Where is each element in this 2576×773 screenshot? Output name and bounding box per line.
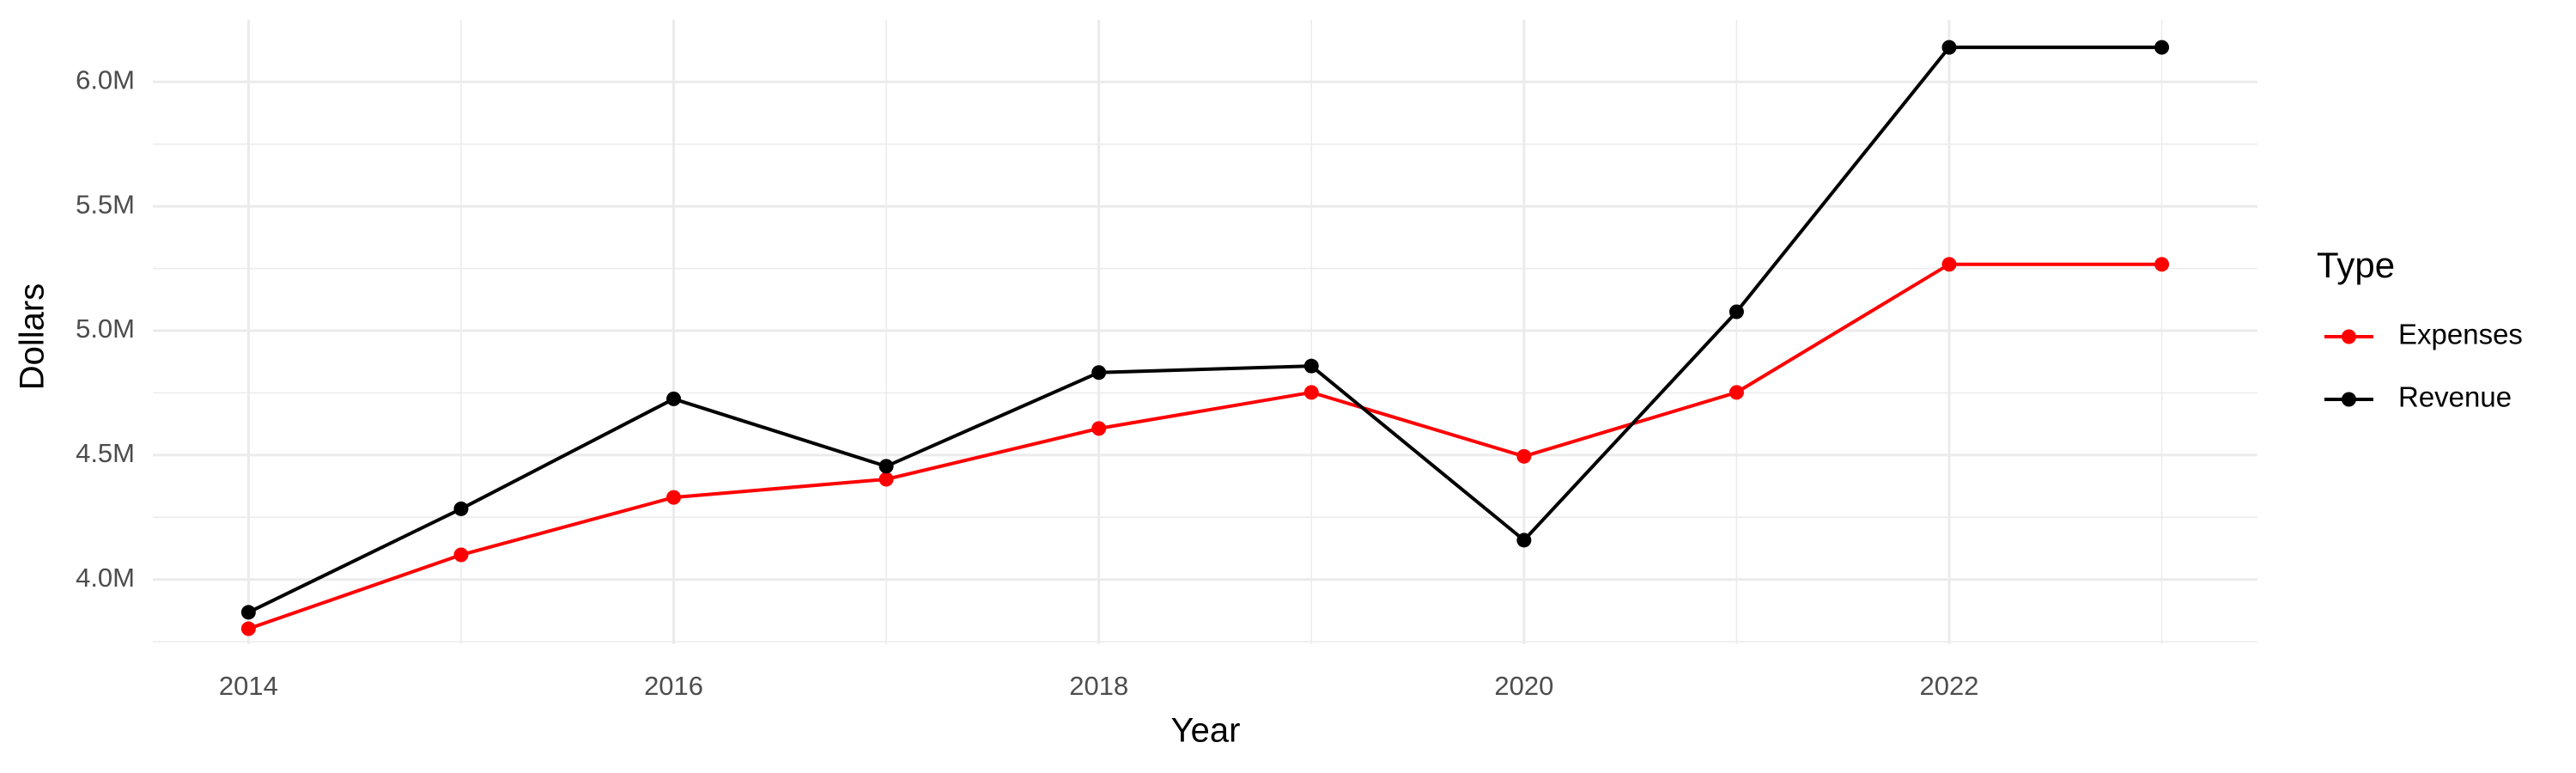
data-point <box>878 472 894 487</box>
y-tick-label: 5.0M <box>76 313 135 344</box>
data-point <box>1303 358 1319 374</box>
legend-label: Expenses <box>2398 319 2523 350</box>
data-point <box>2154 257 2170 272</box>
legend-title: Type <box>2317 245 2395 285</box>
data-point <box>1516 448 1532 464</box>
legend-key-point <box>2342 392 2356 407</box>
y-tick-label: 4.0M <box>76 563 135 593</box>
x-tick-label: 2020 <box>1494 671 1553 701</box>
x-tick-label: 2014 <box>219 671 278 701</box>
x-tick-label: 2022 <box>1920 671 1979 701</box>
data-point <box>240 605 256 620</box>
data-point <box>1091 365 1107 380</box>
data-point <box>1728 385 1744 400</box>
data-point <box>878 459 894 474</box>
y-tick-label: 4.5M <box>76 438 135 468</box>
legend-label: Revenue <box>2398 381 2512 413</box>
y-axis-title: Dollars <box>14 283 52 390</box>
data-point <box>453 547 469 563</box>
data-point <box>1091 421 1107 436</box>
x-tick-label: 2016 <box>644 671 703 701</box>
x-axis-title: Year <box>1171 712 1241 750</box>
grid <box>153 20 2257 644</box>
data-point <box>1941 257 1957 272</box>
data-point <box>453 501 469 516</box>
data-point <box>1303 385 1319 400</box>
data-point <box>666 391 682 406</box>
data-point <box>1516 533 1532 548</box>
y-tick-label: 6.0M <box>76 65 135 95</box>
legend-key-point <box>2342 329 2356 344</box>
series-line <box>247 262 2162 630</box>
data-point <box>2154 40 2170 55</box>
data-point <box>240 621 256 636</box>
data-point <box>1728 304 1744 320</box>
x-tick-label: 2018 <box>1069 671 1128 701</box>
y-tick-label: 5.5M <box>76 189 135 219</box>
data-point <box>666 490 682 505</box>
data-point <box>1941 40 1957 55</box>
series-line <box>247 46 2162 614</box>
